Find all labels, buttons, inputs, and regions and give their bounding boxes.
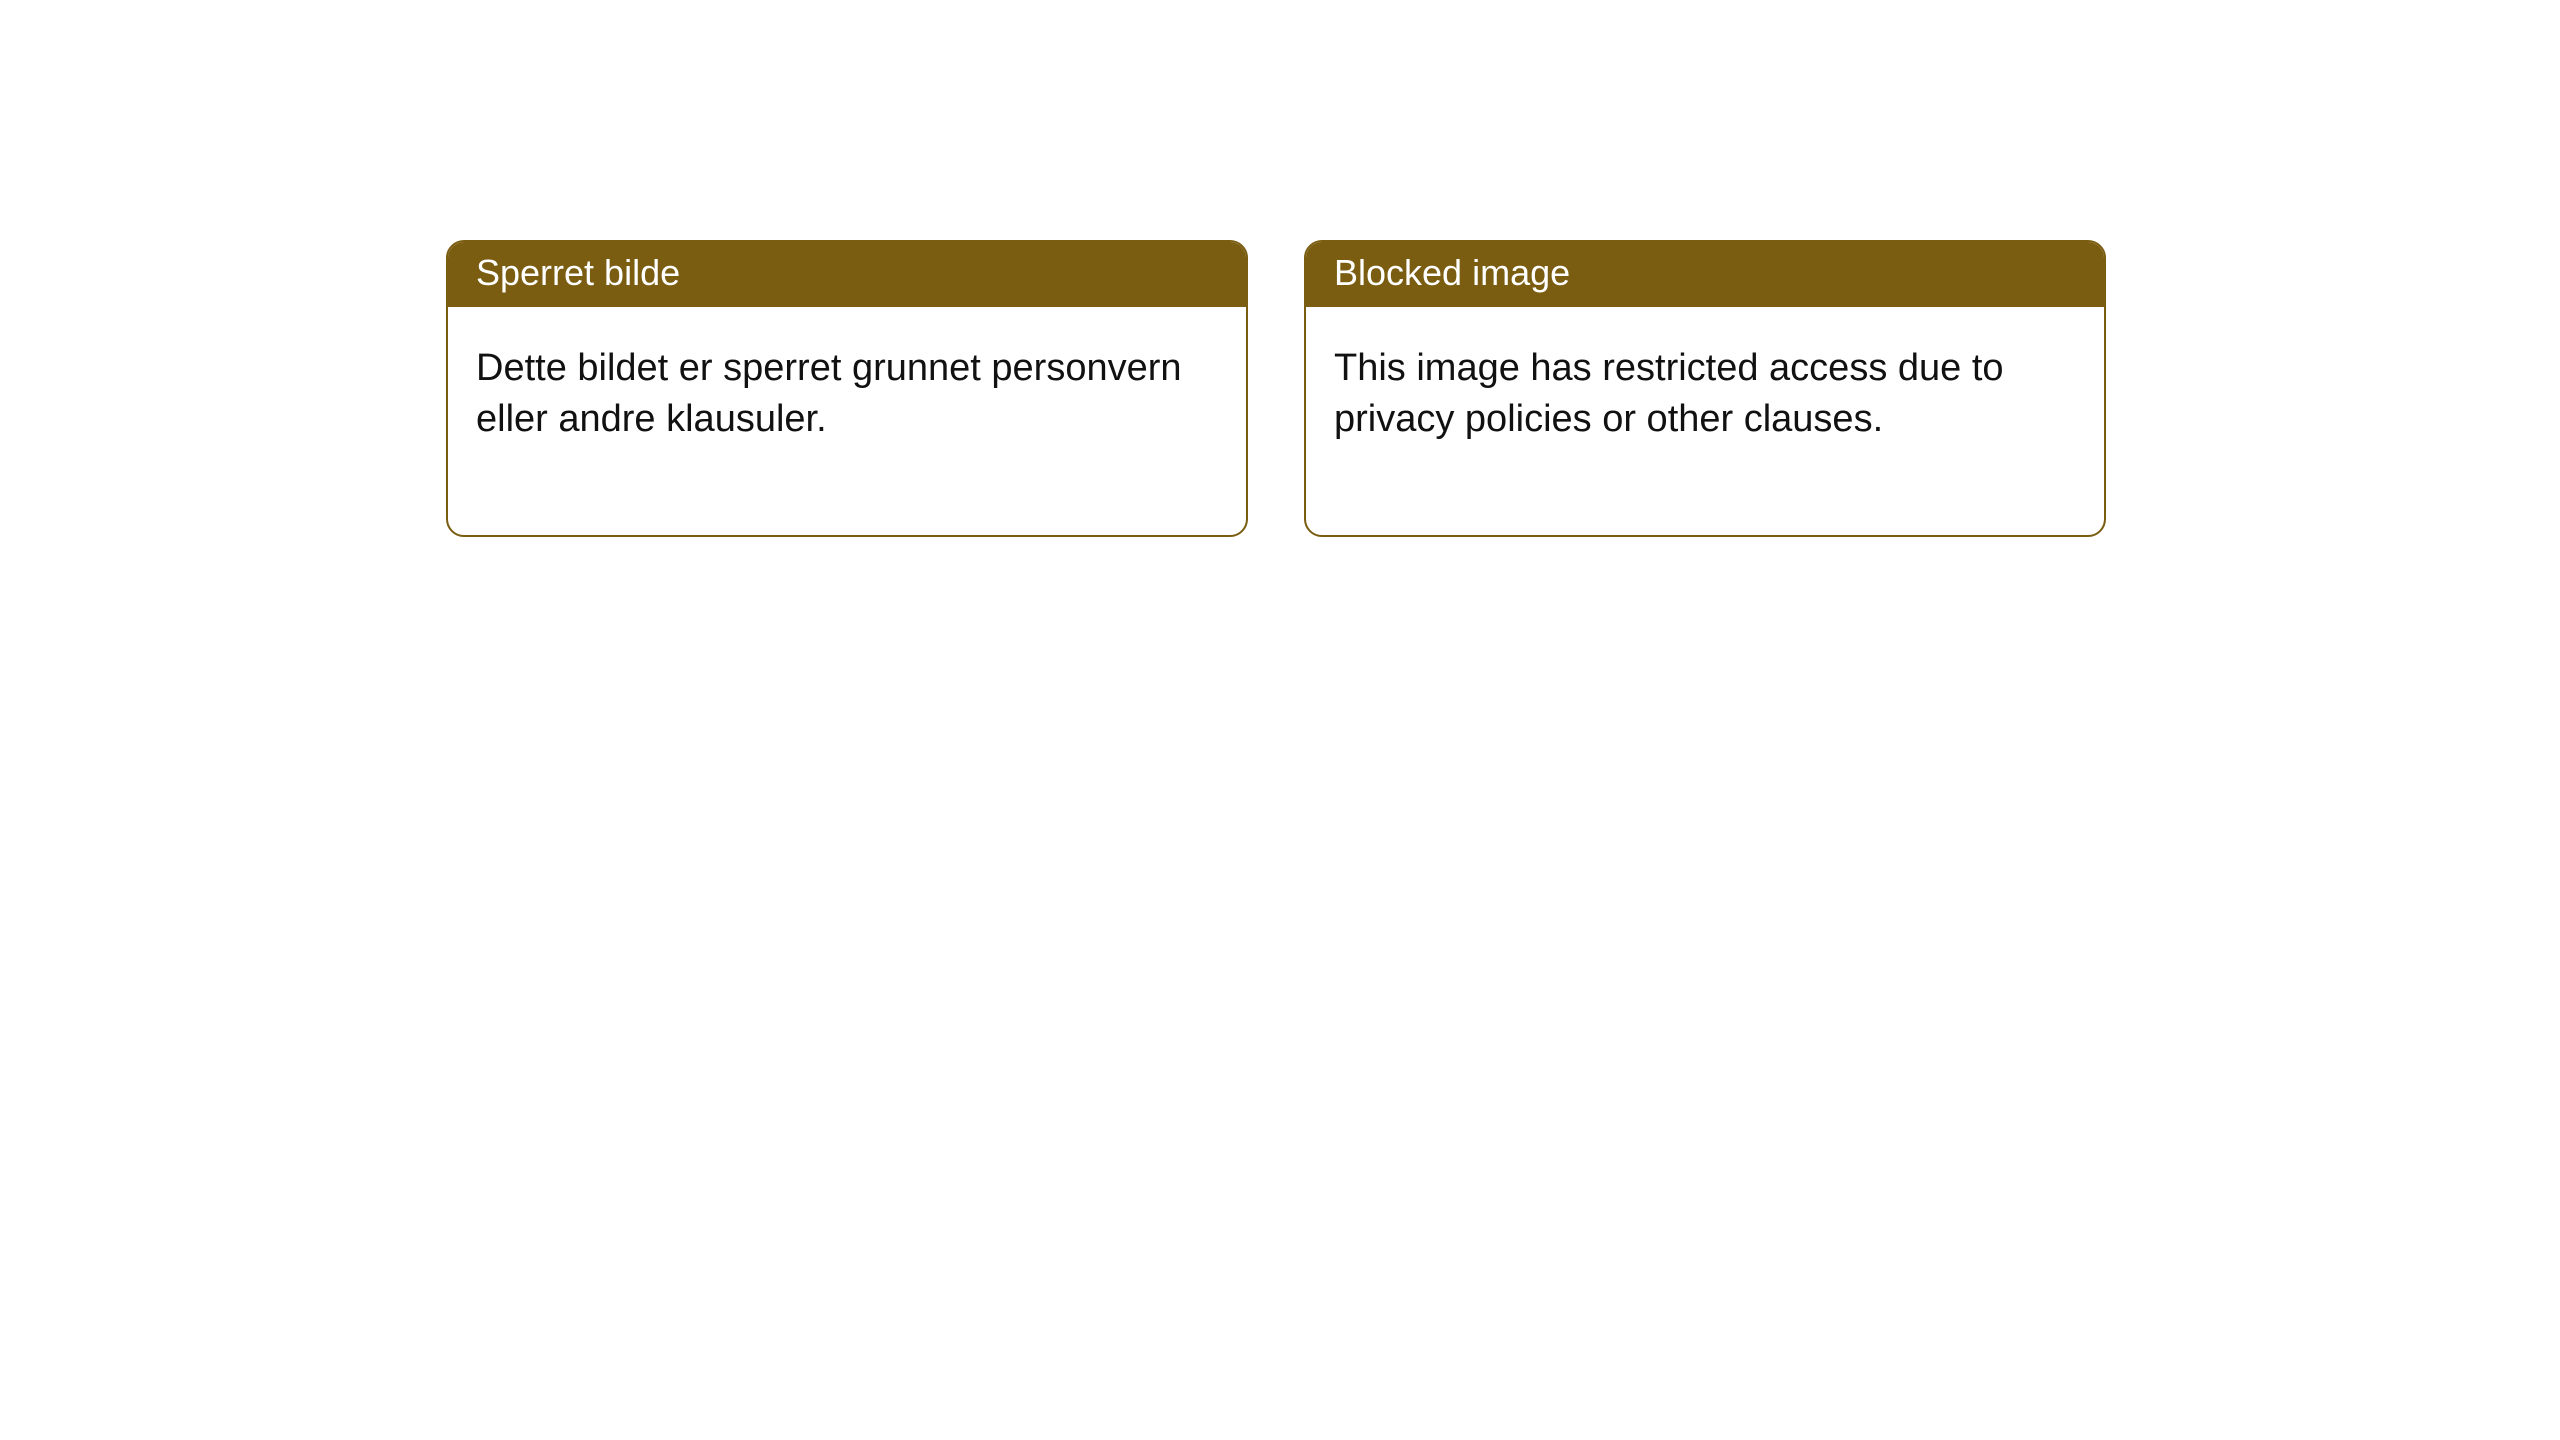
notice-card-en: Blocked image This image has restricted … [1304, 240, 2106, 537]
notice-container: Sperret bilde Dette bildet er sperret gr… [0, 0, 2560, 537]
notice-body-no: Dette bildet er sperret grunnet personve… [448, 307, 1246, 536]
notice-body-en: This image has restricted access due to … [1306, 307, 2104, 536]
notice-header-no: Sperret bilde [448, 242, 1246, 307]
notice-card-no: Sperret bilde Dette bildet er sperret gr… [446, 240, 1248, 537]
notice-header-en: Blocked image [1306, 242, 2104, 307]
